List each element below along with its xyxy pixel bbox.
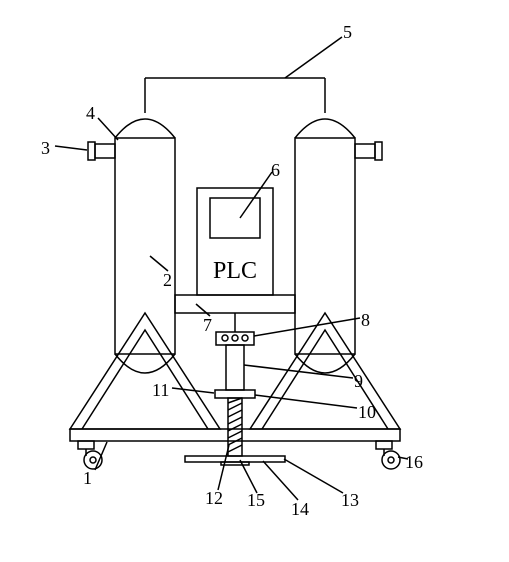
leader-11	[172, 388, 214, 393]
callout-6: 6	[271, 160, 280, 181]
leader-13	[284, 459, 343, 493]
leader-6	[240, 172, 272, 218]
right-port	[355, 144, 375, 158]
left-tank-body	[115, 138, 175, 354]
callout-4: 4	[86, 103, 95, 124]
callout-16: 16	[405, 452, 423, 473]
connector-hole-2	[232, 335, 238, 341]
callout-12: 12	[205, 488, 223, 509]
hatch-6	[228, 431, 242, 438]
callout-8: 8	[361, 310, 370, 331]
leader-4	[98, 118, 118, 140]
right-tank-body	[295, 138, 355, 354]
left-port-flange	[88, 142, 95, 160]
caster-wheel-left-center	[90, 457, 96, 463]
callout-9: 9	[354, 371, 363, 392]
leader-8	[254, 318, 360, 336]
leader-1	[95, 442, 107, 470]
hatch-3	[228, 410, 242, 417]
callout-7: 7	[203, 315, 212, 336]
plc-screen	[210, 198, 260, 238]
callout-11: 11	[152, 380, 169, 401]
left-support-inner	[82, 330, 208, 429]
callout-5: 5	[343, 22, 352, 43]
flange-10	[215, 390, 255, 398]
caster-wheel-right-center	[388, 457, 394, 463]
callout-14: 14	[291, 499, 309, 520]
left-tank-dome-bottom	[115, 354, 175, 373]
leader-9	[244, 365, 353, 378]
callout-3: 3	[41, 138, 50, 159]
hatch-4	[228, 417, 242, 424]
right-tank-dome-top	[295, 119, 355, 138]
crossbar	[175, 295, 295, 313]
caster-wheel-right	[382, 451, 400, 469]
callout-2: 2	[163, 270, 172, 291]
callout-15: 15	[247, 490, 265, 511]
hatch-8	[228, 445, 242, 452]
caster-bracket-right	[376, 441, 392, 449]
foot-plate	[185, 456, 285, 462]
leader-2	[150, 256, 168, 271]
connector-hole-1	[222, 335, 228, 341]
right-tank-dome-bottom	[295, 354, 355, 373]
left-tank-dome-top	[115, 119, 175, 138]
right-port-flange	[375, 142, 382, 160]
callout-1: 1	[83, 468, 92, 489]
callout-13: 13	[341, 490, 359, 511]
leader-14	[263, 461, 298, 500]
hatch-2	[228, 403, 242, 410]
diagram-container: PLC 1 2 3 4 5 6 7 8 9 10 11 12 13 14 15 …	[0, 0, 509, 562]
left-port	[95, 144, 115, 158]
hatch-5	[228, 424, 242, 431]
plc-label: PLC	[213, 258, 257, 284]
leader-12	[218, 445, 229, 490]
leader-5	[285, 37, 342, 78]
leader-3	[55, 146, 87, 150]
technical-drawing: PLC	[0, 0, 509, 562]
caster-bracket-left	[78, 441, 94, 449]
callout-10: 10	[358, 402, 376, 423]
leader-10	[255, 395, 357, 408]
vertical-tube	[226, 345, 244, 390]
connector-hole-3	[242, 335, 248, 341]
